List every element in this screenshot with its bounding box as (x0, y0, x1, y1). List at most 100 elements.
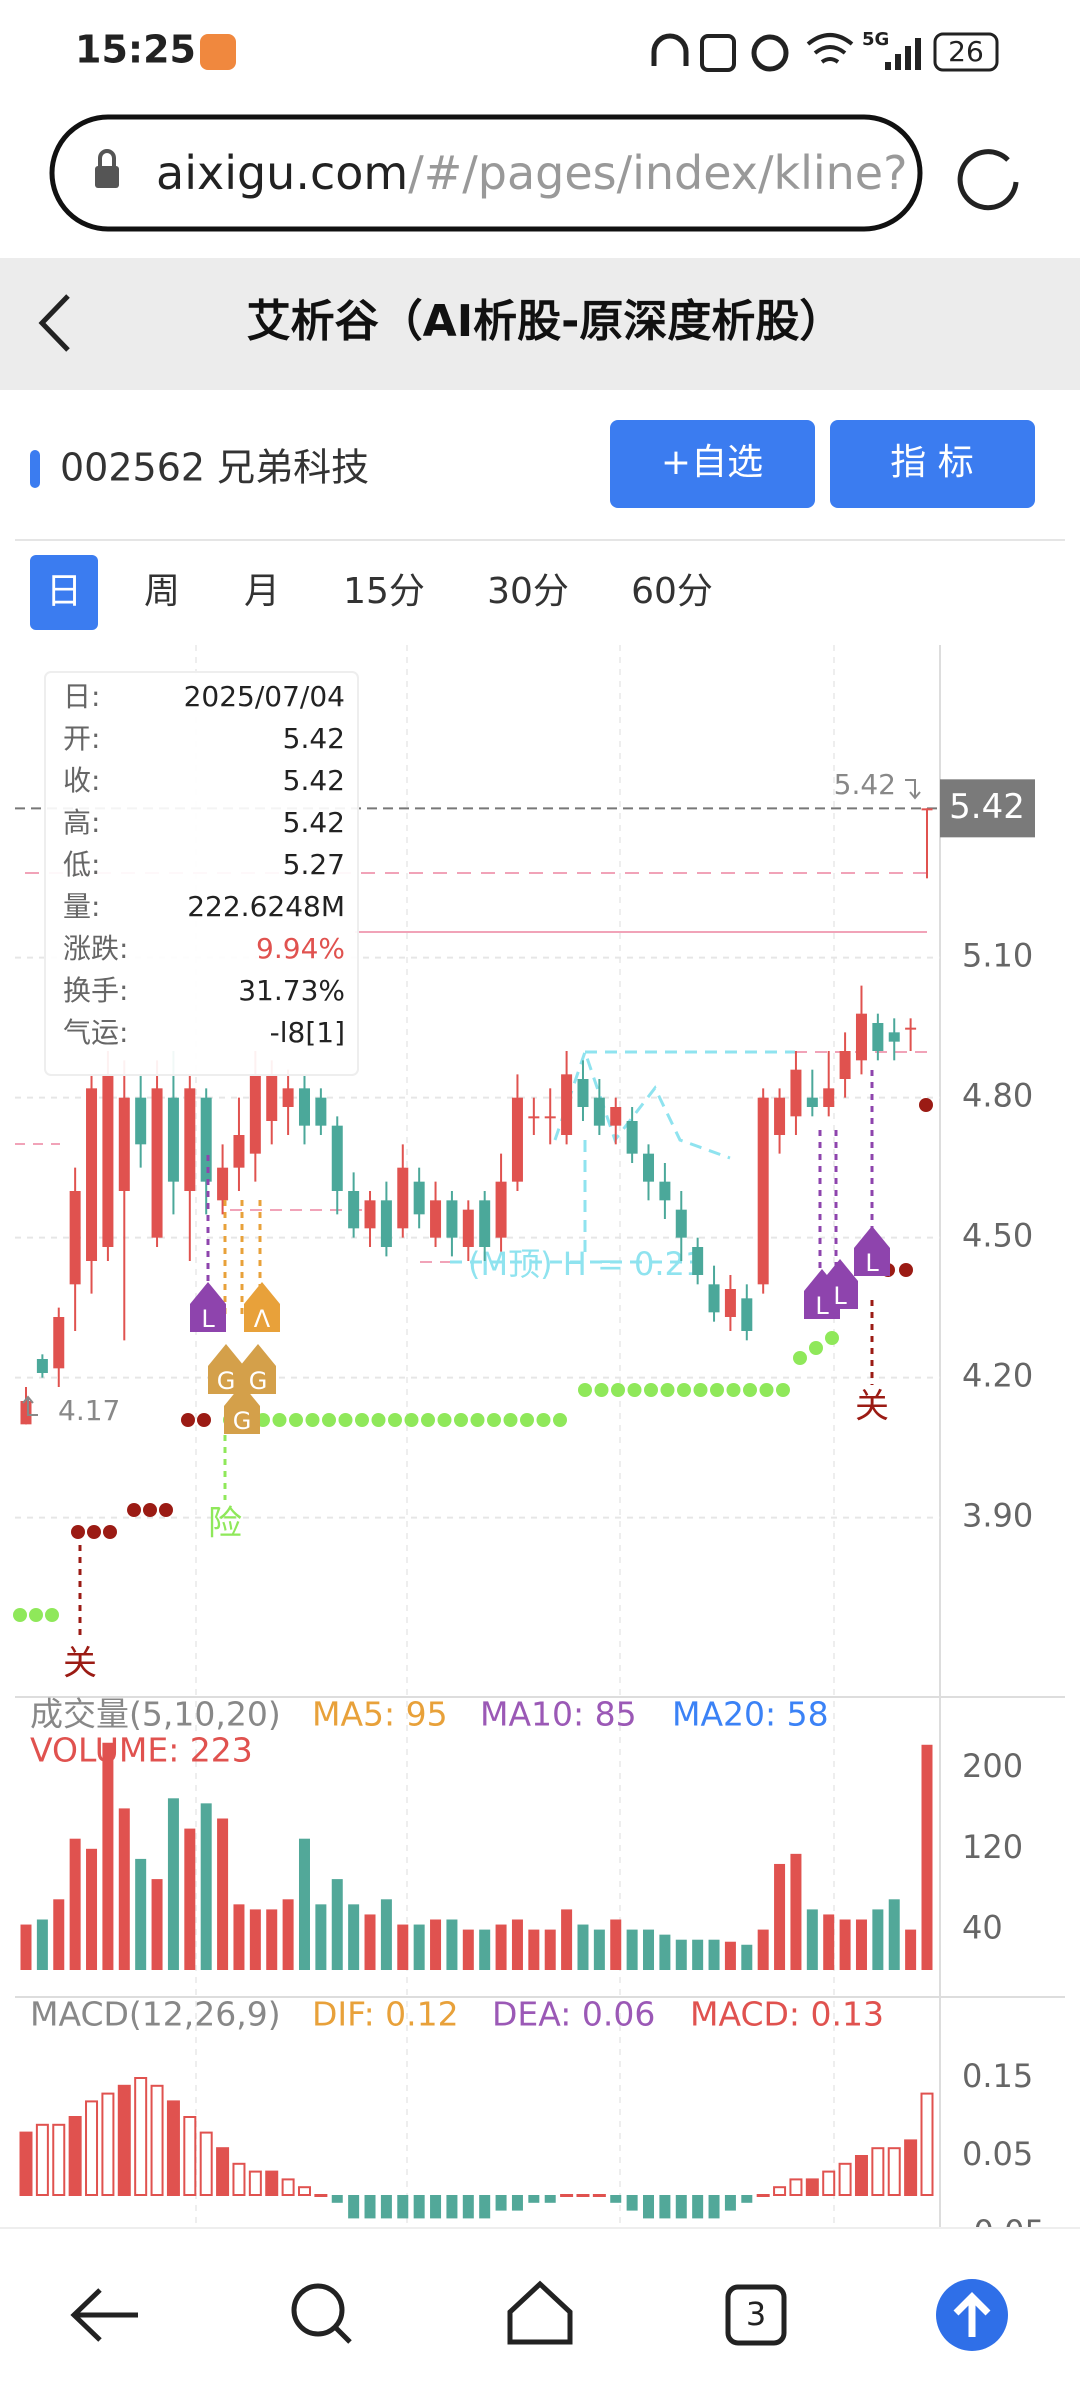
pattern-outline (450, 1047, 795, 1264)
macd-legend: MACD: 0.13 (690, 1995, 884, 2034)
period-tab[interactable]: 周 (144, 571, 180, 612)
tooltip-label: 换手: (63, 974, 128, 1007)
url-bar[interactable] (49, 114, 923, 232)
signal-dot (159, 1503, 173, 1517)
signal-marker-label: L (865, 1249, 879, 1277)
volume-bar (151, 1879, 163, 1970)
candle-body (823, 1088, 835, 1107)
candle-body (430, 1200, 442, 1238)
volume-bar (217, 1818, 229, 1970)
candle-body (151, 1088, 163, 1238)
macd-legend: DIF: 0.12 (312, 1995, 459, 2034)
macd-bar (479, 2195, 491, 2219)
battery-level: 26 (948, 35, 984, 68)
nav-back[interactable] (70, 2288, 138, 2342)
pattern-label: (M顶) H = 0.21 (468, 1245, 705, 1283)
macd-bar (495, 2195, 507, 2211)
volume-bar (806, 1909, 818, 1970)
candle-body (135, 1097, 147, 1145)
signal-dot (388, 1413, 402, 1427)
macd-bar (675, 2195, 687, 2219)
tooltip-value: 5.42 (283, 764, 345, 797)
volume-bar (659, 1934, 671, 1970)
candle-body (184, 1088, 196, 1191)
period-tab[interactable]: 日 (46, 571, 82, 612)
nav-search[interactable] (291, 2283, 345, 2337)
volume-bar (69, 1838, 81, 1970)
volume-bar (593, 1929, 605, 1970)
candle-body (872, 1023, 884, 1051)
signal-dot (470, 1413, 485, 1427)
y-tick-label: 0.15 (962, 2057, 1033, 2095)
volume-bar (479, 1929, 491, 1970)
volume-legend: MA20: 58 (672, 1695, 829, 1734)
reload-button[interactable] (957, 149, 1019, 211)
add-watch-button[interactable] (610, 420, 815, 508)
candle-body (757, 1097, 769, 1285)
macd-bar (741, 2195, 753, 2203)
macd-bar (528, 2195, 540, 2203)
candle-body (495, 1181, 507, 1238)
macd-bar (348, 2195, 360, 2219)
volume-bar (774, 1863, 786, 1970)
signal-dot (197, 1413, 211, 1427)
volume-bar (184, 1828, 196, 1970)
signal-marker (854, 1226, 890, 1276)
volume-bar (724, 1941, 736, 1970)
tooltip-box (44, 671, 359, 1076)
period-tab[interactable]: 15分 (343, 571, 425, 612)
period-tab[interactable]: 60分 (631, 571, 713, 612)
back-button[interactable] (38, 294, 70, 352)
volume-legend: MA5: 95 (312, 1695, 448, 1734)
tooltip-label: 日: (63, 680, 100, 713)
macd-bar (364, 2195, 376, 2219)
tooltip-label: 气运: (63, 1016, 128, 1049)
tooltip-label: 低: (63, 848, 100, 881)
alarm-icon (751, 34, 789, 72)
indicator-button[interactable] (830, 420, 1035, 508)
signal-dot (919, 1098, 933, 1112)
candle-body (528, 1116, 540, 1119)
volume-bar (249, 1909, 261, 1970)
headphone-icon (651, 33, 689, 66)
signal-dot (793, 1351, 807, 1365)
macd-bar (773, 2186, 787, 2196)
nav-home[interactable] (507, 2280, 573, 2345)
high-arrow (905, 779, 921, 800)
volume-bar (855, 1919, 867, 1970)
macd-bar (854, 2155, 868, 2196)
y-tick-label: 200 (962, 1747, 1023, 1785)
macd-bar (413, 2195, 425, 2219)
period-tab[interactable]: 30分 (487, 571, 569, 612)
macd-bar (216, 2147, 230, 2196)
volume-bar (380, 1899, 392, 1970)
volume-bar (610, 1919, 622, 1970)
y-tick-label: 5.10 (962, 937, 1033, 975)
macd-bar (708, 2195, 720, 2219)
candle-body (790, 1069, 802, 1117)
volume-bar (102, 1742, 114, 1970)
volume-bar (528, 1929, 540, 1970)
volume-bar (741, 1944, 753, 1970)
nav-bar (0, 2228, 1080, 2400)
signal-dot (710, 1383, 724, 1397)
volume-bar (167, 1798, 179, 1970)
candle-body (20, 1401, 32, 1425)
period-tab[interactable]: 月 (244, 571, 280, 612)
volume-bar (643, 1929, 655, 1970)
macd-bar (166, 2100, 180, 2196)
nav-tabs[interactable] (725, 2284, 787, 2346)
header-bar (0, 258, 1080, 390)
candle-body (446, 1200, 458, 1238)
indicator-label: 指 标 (890, 442, 973, 483)
signal-marker (822, 1259, 858, 1309)
period-tabs: 日 周 月 15分 30分 60分 (30, 555, 713, 630)
signal-dot (71, 1525, 85, 1539)
volume-bar (495, 1924, 507, 1970)
macd-bar (35, 2123, 49, 2197)
volume-legend: MA10: 85 (480, 1695, 637, 1734)
signal-dot (809, 1341, 823, 1355)
tooltip-label: 收: (63, 764, 100, 797)
network-label: 5G (862, 29, 889, 50)
